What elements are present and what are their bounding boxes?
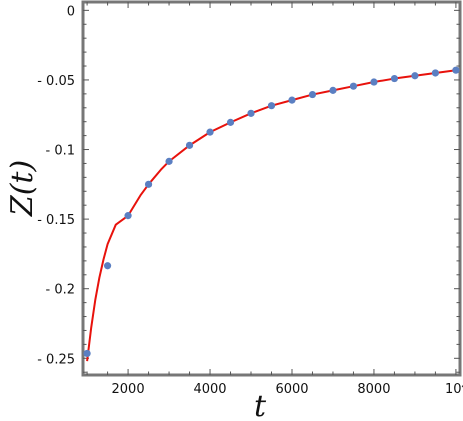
data-point [370, 78, 378, 86]
series-layer [83, 66, 460, 362]
fit-curve [86, 69, 457, 362]
data-point [247, 109, 255, 117]
plot-frame [81, 0, 462, 377]
x-tick-label: 10⁴ [445, 382, 463, 397]
x-axis-title: t [254, 389, 267, 421]
data-point [390, 74, 399, 83]
data-point [83, 349, 91, 358]
data-point [103, 262, 112, 270]
y-tick-label: - 0.15 [37, 213, 75, 228]
data-point [329, 86, 337, 94]
data-point [144, 180, 153, 188]
data-point [308, 90, 317, 99]
data-point [165, 157, 173, 165]
y-tick-label: - 0.05 [37, 74, 75, 89]
y-tick-label: - 0.25 [37, 352, 75, 367]
y-tick-label: - 0.2 [46, 283, 76, 298]
x-tick-label: 8000 [357, 382, 390, 397]
data-point [185, 141, 194, 149]
data-point [206, 128, 214, 136]
y-axis-title: Z(t) [5, 160, 40, 217]
data-point [452, 66, 460, 74]
x-tick-label: 4000 [193, 382, 226, 397]
y-tick-label: 0 [67, 4, 75, 19]
data-point [124, 212, 132, 220]
ticks [83, 2, 460, 375]
data-point [267, 102, 276, 110]
data-point [431, 69, 440, 77]
data-point [288, 96, 296, 104]
data-point [226, 118, 235, 126]
data-point [349, 82, 358, 90]
y-tick-label: - 0.1 [46, 144, 76, 159]
x-tick-label: 2000 [112, 382, 145, 397]
tick-labels: 2000 4000 6000 8000 10⁴ 0 - 0.05 - 0.1 - 0.15 - 0… [37, 4, 463, 397]
data-point [411, 72, 419, 80]
x-tick-label: 6000 [275, 382, 308, 397]
